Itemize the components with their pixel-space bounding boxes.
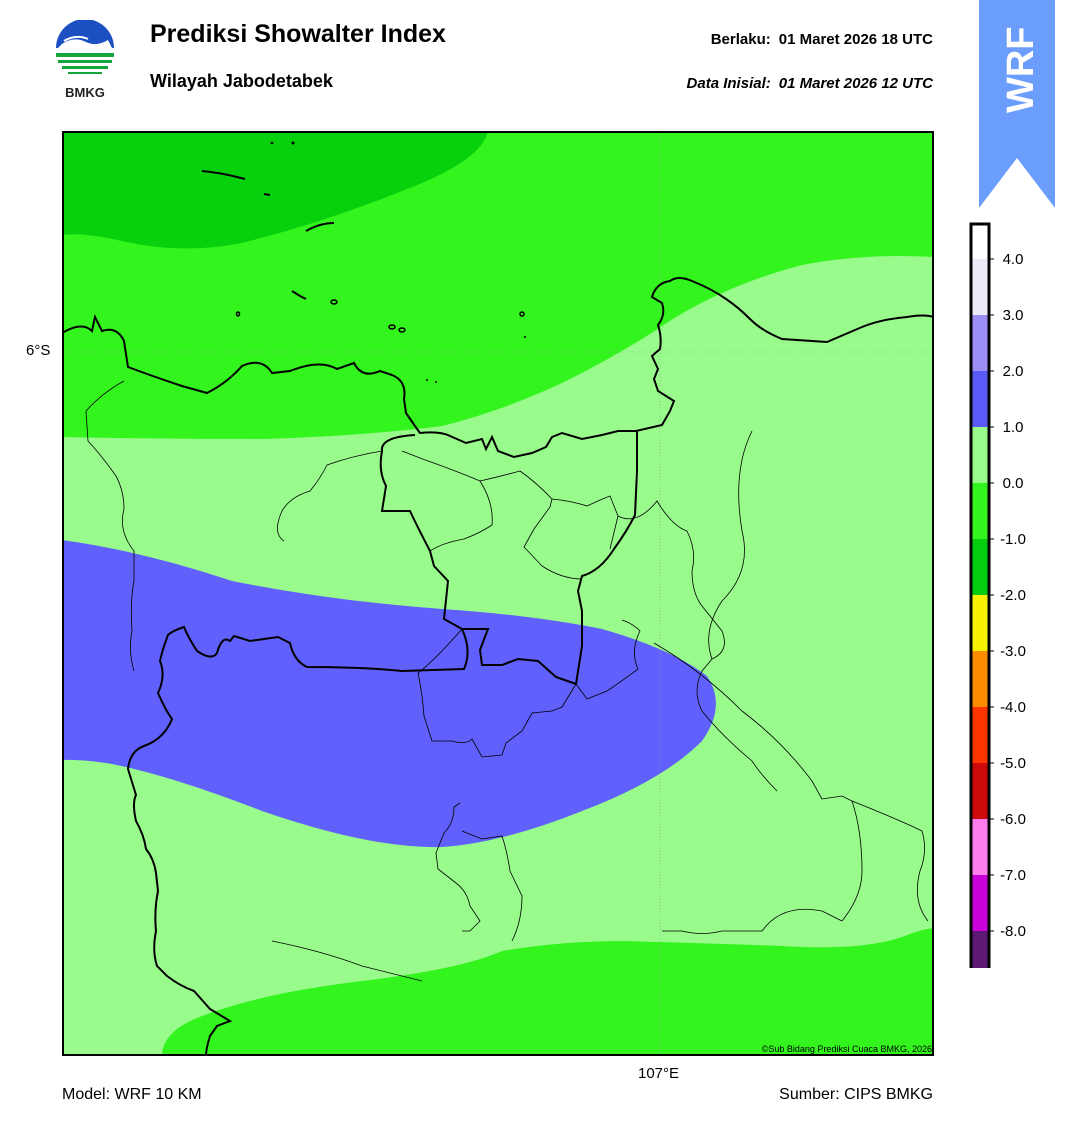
init-time-row: Data Inisial: 01 Maret 2026 12 UTC	[679, 75, 933, 92]
colorbar-bin	[971, 875, 989, 931]
island	[519, 311, 525, 317]
latitude-label: 6°S	[26, 342, 51, 359]
province-border-west	[126, 434, 469, 1056]
colorbar-tick-label: -8.0	[1000, 923, 1026, 940]
wrf-badge: WRF	[979, 0, 1055, 208]
colorbar-bin	[971, 595, 989, 651]
colorbar-tick-label: -4.0	[1000, 699, 1026, 716]
colorbar-bin	[971, 315, 989, 371]
region-subtitle: Wilayah Jabodetabek	[150, 71, 333, 91]
island	[270, 142, 274, 144]
colorbar-bin	[971, 931, 989, 968]
colorbar-tick-label: 1.0	[1003, 419, 1024, 436]
bmkg-logo: BMKG	[56, 20, 114, 100]
colorbar-tick-label: -2.0	[1000, 587, 1026, 604]
colorbar-bin	[971, 763, 989, 819]
island	[330, 299, 338, 305]
valid-label: Berlaku:	[710, 31, 771, 48]
island	[263, 193, 271, 196]
colorbar-tick-label: 0.0	[1003, 475, 1024, 492]
island	[524, 336, 526, 338]
island	[291, 290, 307, 300]
logo-text: BMKG	[65, 85, 105, 100]
colorbar-bin	[971, 651, 989, 707]
colorbar-tick-label: -3.0	[1000, 643, 1026, 660]
colorbar-bin	[971, 259, 989, 315]
colorbar-tick-label: -6.0	[1000, 811, 1026, 828]
zone-dark-green	[62, 131, 488, 249]
island	[291, 141, 295, 145]
island	[305, 222, 335, 232]
colorbar-bin	[971, 427, 989, 483]
colorbar-tick-label: 4.0	[1003, 251, 1024, 268]
colorbar-tick-label: 3.0	[1003, 307, 1024, 324]
badge-shape	[979, 0, 1055, 208]
forecast-map: ©Sub Bidang Prediksi Cuaca BMKG, 2026	[62, 131, 934, 1056]
coastline	[62, 277, 934, 459]
init-label: Data Inisial:	[686, 75, 771, 92]
island	[398, 327, 406, 333]
colorbar-bin	[971, 483, 989, 539]
zone-blue	[62, 540, 716, 848]
model-info: Model: WRF 10 KM	[62, 1086, 202, 1103]
map-frame	[62, 131, 934, 1056]
valid-time: 01 Maret 2026 18 UTC	[778, 31, 933, 48]
island	[235, 311, 241, 317]
island	[201, 170, 246, 180]
source-info: Sumber: CIPS BMKG	[779, 1086, 933, 1103]
colorbar-tick-label: -5.0	[1000, 755, 1026, 772]
province-border-east	[462, 431, 638, 686]
regency-borders	[85, 380, 929, 982]
colorbar-tick-label: -7.0	[1000, 867, 1026, 884]
island	[388, 324, 396, 330]
colorbar-bin	[971, 224, 989, 259]
page-title: Prediksi Showalter Index	[150, 20, 446, 48]
colorbar-legend: 4.0 3.0 2.0 1.0 0.0 -1.0 -2.0 -3.0 -4.0 -5.0 -6.0 -…	[969, 222, 1026, 968]
colorbar-tick-label: -1.0	[1000, 531, 1026, 548]
colorbar-bin	[971, 371, 989, 427]
island	[426, 379, 428, 381]
zone-green-south	[162, 928, 934, 1056]
colorbar-bin	[971, 539, 989, 595]
longitude-label: 107°E	[638, 1065, 680, 1082]
colorbar-bin	[971, 819, 989, 875]
colorbar-frame	[969, 222, 991, 968]
island	[435, 381, 437, 383]
colorbar-tick-label: 2.0	[1003, 363, 1024, 380]
colorbar-bin	[971, 707, 989, 763]
map-copyright: ©Sub Bidang Prediksi Cuaca BMKG, 2026	[762, 1044, 932, 1054]
badge-text: WRF	[1000, 26, 1042, 113]
valid-time-row: Berlaku: 01 Maret 2026 18 UTC	[703, 31, 933, 48]
init-time: 01 Maret 2026 12 UTC	[778, 75, 933, 92]
